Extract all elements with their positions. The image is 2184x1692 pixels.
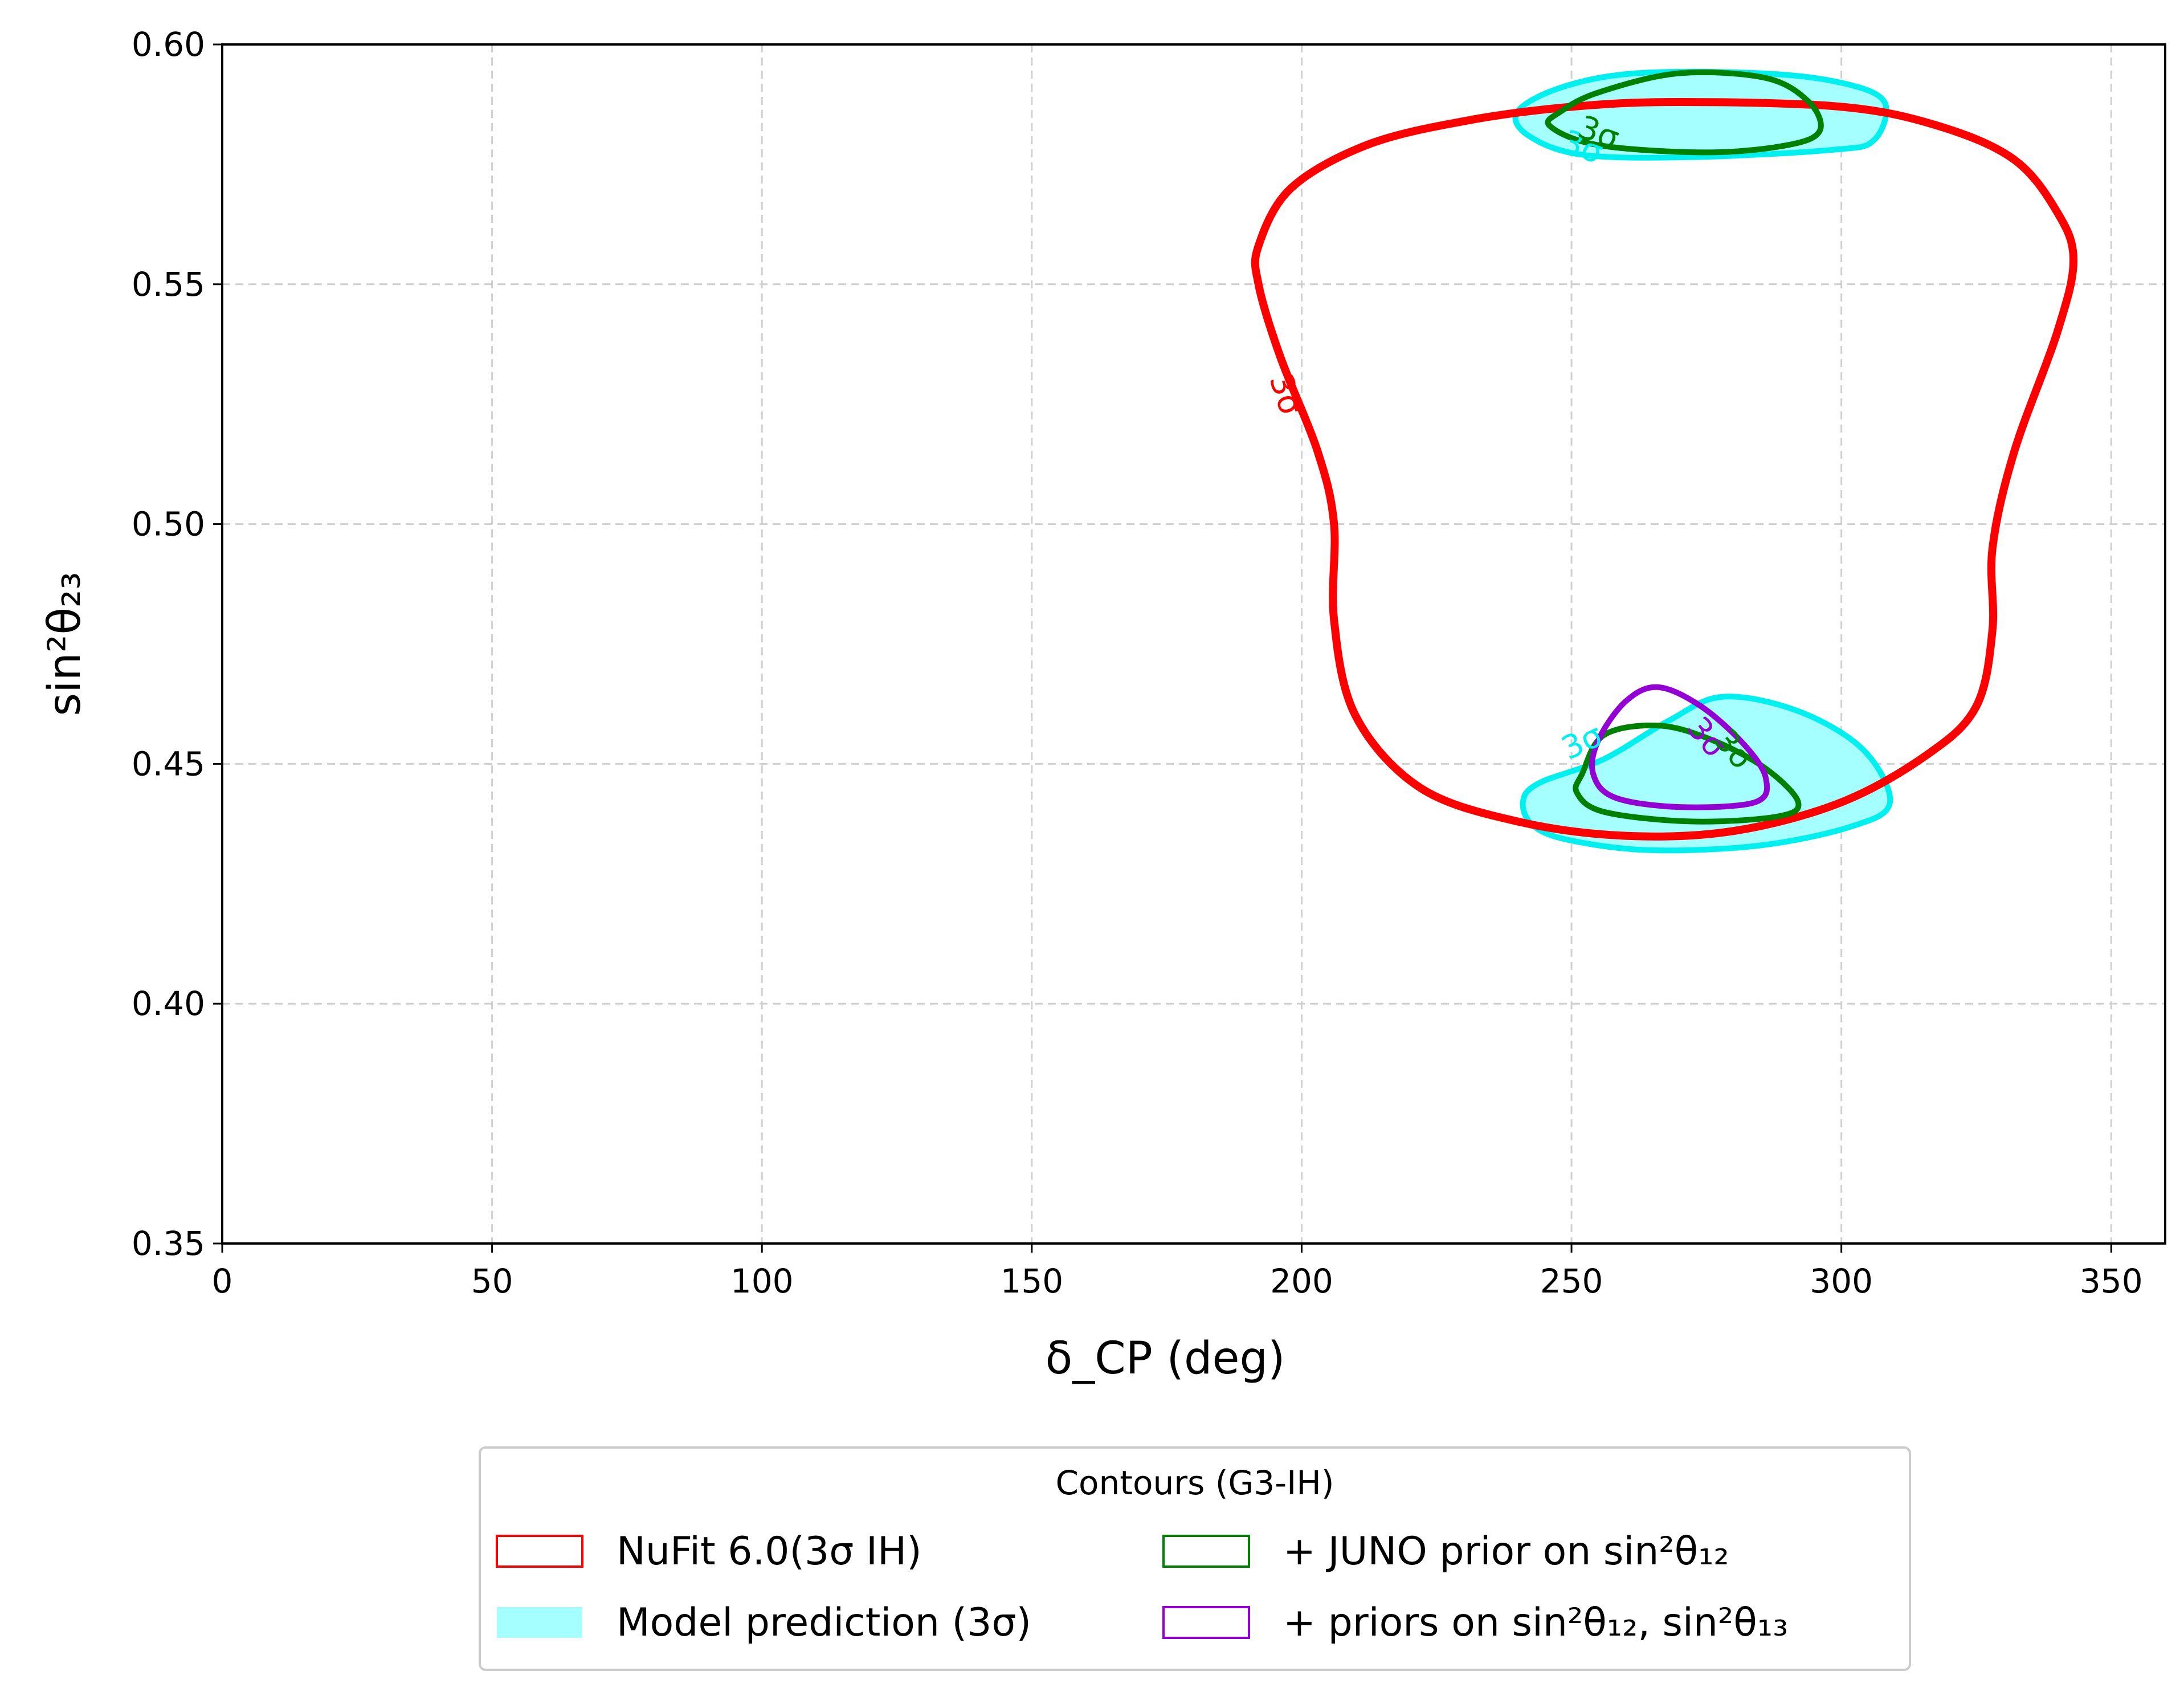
model-prediction-contour-0 bbox=[1512, 68, 1889, 161]
x-tick-label: 0 bbox=[212, 1262, 233, 1300]
contour-series bbox=[1251, 68, 2077, 854]
legend-entry: + priors on sin²θ₁₂, sin²θ₁₃ bbox=[1162, 1600, 1788, 1645]
x-tick-label: 50 bbox=[471, 1262, 513, 1300]
legend-entry: NuFit 6.0(3σ IH) bbox=[496, 1529, 922, 1574]
y-tick-label: 0.55 bbox=[132, 265, 205, 304]
x-axis-title: δ_CP (deg) bbox=[1046, 1333, 1285, 1384]
legend-title: Contours (G3-IH) bbox=[1056, 1463, 1334, 1502]
x-tick-label: 300 bbox=[1810, 1262, 1873, 1300]
nufit-contour bbox=[1251, 98, 2077, 841]
x-tick-label: 150 bbox=[1000, 1262, 1063, 1300]
legend-entry: Model prediction (3σ) bbox=[497, 1600, 1031, 1645]
juno-prior-contour-1 bbox=[1573, 722, 1802, 825]
legend-label: NuFit 6.0(3σ IH) bbox=[617, 1529, 922, 1574]
legend-entry: + JUNO prior on sin²θ₁₂ bbox=[1162, 1529, 1729, 1574]
x-tick-label: 200 bbox=[1270, 1262, 1333, 1300]
x-tick-label: 100 bbox=[730, 1262, 794, 1300]
juno-prior-contour-0 bbox=[1545, 69, 1824, 156]
x-axis-ticks: 0 50 100 150 200 250 300 350 bbox=[212, 1243, 2143, 1300]
y-tick-label: 0.50 bbox=[132, 505, 205, 544]
y-axis-title: sin²θ₂₃ bbox=[39, 572, 91, 716]
legend-swatch bbox=[1162, 1535, 1250, 1568]
legend-label: Model prediction (3σ) bbox=[617, 1600, 1031, 1645]
legend: Contours (G3-IH) NuFit 6.0(3σ IH) Model p… bbox=[479, 1446, 1911, 1671]
model-prediction-fill-region-0 bbox=[1515, 71, 1887, 158]
both-priors-contour bbox=[1589, 684, 1770, 810]
legend-label: + JUNO prior on sin²θ₁₂ bbox=[1283, 1529, 1729, 1574]
legend-box bbox=[479, 1446, 1911, 1671]
legend-label: + priors on sin²θ₁₂, sin²θ₁₃ bbox=[1283, 1600, 1788, 1645]
x-tick-label: 350 bbox=[2080, 1262, 2143, 1300]
y-tick-label: 0.45 bbox=[132, 744, 205, 783]
y-tick-label: 0.40 bbox=[132, 984, 205, 1023]
legend-entries: NuFit 6.0(3σ IH) Model prediction (3σ) + J… bbox=[496, 1529, 1788, 1645]
plot-frame bbox=[221, 43, 2166, 1245]
legend-swatch bbox=[497, 1607, 582, 1638]
legend-swatch bbox=[1162, 1606, 1250, 1639]
model-prediction-contour-1 bbox=[1520, 694, 1893, 854]
x-tick-label: 250 bbox=[1540, 1262, 1603, 1300]
y-axis-ticks: 0.35 0.40 0.45 0.50 0.55 0.60 bbox=[132, 25, 222, 1263]
y-tick-label: 0.60 bbox=[132, 25, 205, 64]
legend-swatch bbox=[496, 1535, 583, 1568]
grid-lines bbox=[222, 44, 2165, 1243]
y-tick-label: 0.35 bbox=[132, 1224, 205, 1263]
